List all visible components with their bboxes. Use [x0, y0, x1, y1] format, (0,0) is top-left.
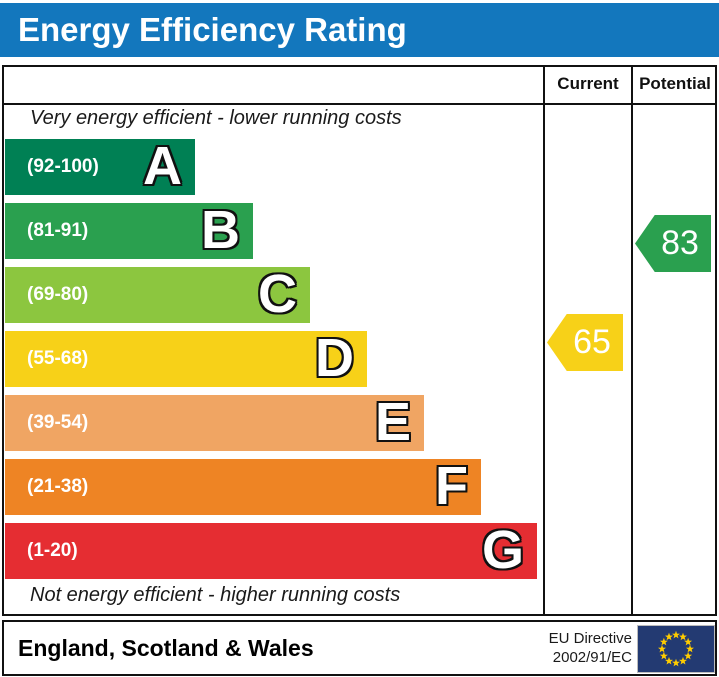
page-title: Energy Efficiency Rating [18, 11, 407, 48]
potential-column-divider [631, 65, 633, 616]
band-letter: E [374, 392, 411, 452]
eu-flag-icon [637, 625, 715, 673]
region-label: England, Scotland & Wales [18, 635, 314, 661]
band-range-label: (21-38) [27, 476, 89, 497]
top-note: Very energy efficient - lower running co… [30, 107, 402, 129]
band-letter: F [435, 456, 468, 516]
potential-rating-value: 83 [661, 224, 699, 262]
band-a: (92-100) A [5, 139, 195, 195]
band-e: (39-54) E [5, 395, 424, 451]
current-column-divider [543, 65, 545, 616]
band-b: (81-91) B [5, 203, 253, 259]
band-range-label: (92-100) [27, 156, 99, 177]
band-letter: C [258, 264, 297, 324]
eu-directive-line2: 2002/91/EC [552, 649, 632, 666]
band-letter: G [481, 520, 524, 580]
band-letter: B [201, 200, 240, 260]
eu-directive-line1: EU Directive [548, 630, 632, 647]
header-row-underline [2, 103, 717, 105]
chart-title-bar: Energy Efficiency Rating [0, 3, 719, 57]
band-letter: D [315, 328, 354, 388]
band-g: (1-20) G [5, 523, 537, 579]
current-column-header: Current [557, 74, 619, 93]
current-rating-value: 65 [573, 323, 611, 361]
band-range-label: (39-54) [27, 412, 89, 433]
band-f: (21-38) F [5, 459, 481, 515]
band-range-label: (55-68) [27, 348, 89, 369]
band-range-label: (81-91) [27, 220, 89, 241]
band-range-label: (1-20) [27, 540, 78, 561]
footer: England, Scotland & Wales EU Directive 2… [2, 620, 717, 676]
eu-directive-label: EU Directive 2002/91/EC [462, 629, 632, 667]
band-d: (55-68) D [5, 331, 367, 387]
potential-column-header: Potential [639, 74, 711, 93]
band-c: (69-80) C [5, 267, 310, 323]
band-letter: A [143, 136, 182, 196]
band-range-label: (69-80) [27, 284, 89, 305]
bottom-note: Not energy efficient - higher running co… [30, 584, 401, 606]
